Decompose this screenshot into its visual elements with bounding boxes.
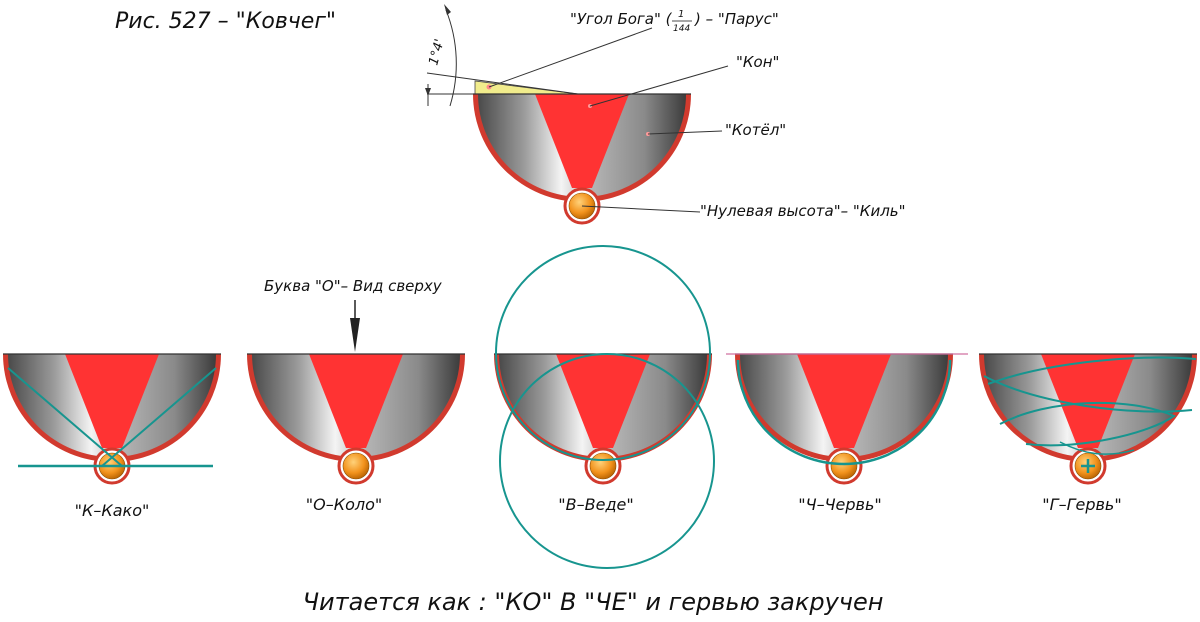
label-sail-num: 1: [678, 9, 684, 20]
caption-cherv: "Ч–Червь": [798, 495, 882, 514]
vede-upper-circle: [495, 245, 711, 461]
angle-ref-slanted: [426, 72, 579, 95]
caption-vede: "В–Веде": [558, 495, 633, 514]
angle-label: 1°4': [426, 37, 447, 67]
variant-kolo: [245, 352, 467, 485]
caption-gerv: "Г–Гервь": [1042, 495, 1121, 514]
label-keel: "Нулевая высота"– "Киль": [700, 202, 906, 220]
leader-kotel: [647, 130, 723, 135]
label-sail: "Угол Бога" (: [570, 10, 673, 28]
bottom-caption: Читается как : "КО" В "ЧЕ" и гервью закр…: [303, 588, 884, 616]
cherv-inner-arc: [736, 359, 952, 466]
top-view-label: Буква "О"– Вид сверху: [264, 277, 443, 295]
top-view-arrow-head: [350, 318, 360, 352]
variant-cherv: [726, 352, 968, 485]
gerv-spiral-curve: [999, 401, 1177, 447]
figure-title: Рис. 527 – "Ковчег": [115, 9, 336, 34]
variant-kako: [1, 352, 223, 485]
leader-sail: [488, 27, 653, 88]
label-sail-start: "Угол Бога" (: [570, 10, 673, 28]
variant-vede: [492, 245, 715, 569]
label-sail-den: 144: [673, 24, 690, 34]
label-kon: "Кон": [736, 53, 779, 71]
kako-diagonal-left: [7, 367, 123, 467]
leader-kon: [589, 65, 729, 107]
leader-keel: [581, 205, 701, 213]
variant-gerv: [977, 352, 1199, 485]
label-kotel: "Котёл": [725, 121, 786, 139]
angle-arc: [445, 9, 457, 107]
gerv-mid-curve: [983, 375, 1193, 413]
caption-kolo: "О–Коло": [306, 495, 382, 514]
top-ark: [425, 4, 693, 225]
kako-diagonal-right: [101, 367, 217, 467]
vede-lower-circle: [499, 353, 715, 569]
caption-kako: "К–Како": [75, 501, 150, 520]
gerv-upper-curve: [987, 356, 1197, 385]
angle-tick-arrow: [425, 88, 431, 96]
label-sail-tail: ) – "Парус": [694, 10, 779, 28]
gerv-inner-curve: [1059, 441, 1135, 455]
angle-arrow: [444, 4, 451, 15]
